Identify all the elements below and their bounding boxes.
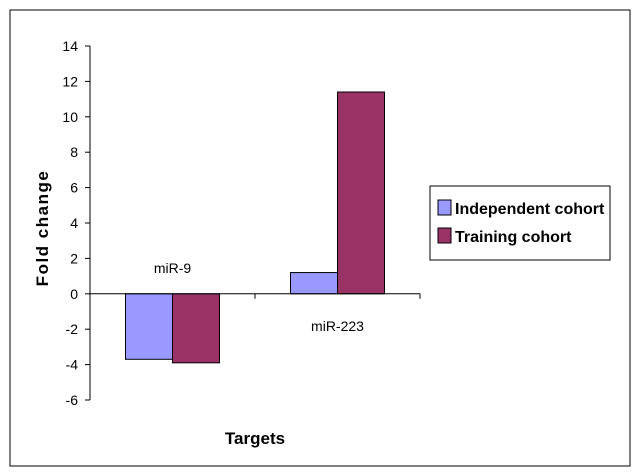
x-axis-title: Targets: [225, 429, 285, 448]
y-tick-label: 6: [70, 180, 78, 196]
y-tick-label: 2: [70, 250, 78, 266]
x-ticks-group: [89, 293, 421, 299]
y-axis-title: Fold change: [33, 170, 52, 287]
legend-swatch: [437, 227, 452, 244]
category-label: miR-223: [311, 318, 364, 334]
y-ticks-group: -6 -4 -2 0 2 4 6 8 10 12 14: [62, 38, 90, 408]
y-tick-label: 8: [70, 144, 78, 160]
y-tick-label: 10: [62, 109, 78, 125]
category-labels-group: miR-9 miR-223: [154, 260, 364, 334]
legend-swatch: [437, 199, 452, 216]
y-tick-label: 0: [70, 286, 78, 302]
y-tick-label: -2: [66, 321, 79, 337]
bar-mir-223-training: [337, 91, 385, 295]
y-tick-label: 4: [70, 215, 78, 231]
bar-mir-223-independent: [290, 272, 338, 295]
legend-label: Independent cohort: [455, 201, 605, 218]
category-label: miR-9: [154, 260, 192, 276]
y-tick-label: -6: [66, 392, 79, 408]
bar-mir-9-independent: [125, 293, 173, 360]
y-tick-label: 12: [62, 73, 78, 89]
y-tick-label: -4: [66, 357, 79, 373]
y-tick-label: 14: [62, 38, 78, 54]
legend: Independent cohort Training cohort: [429, 185, 611, 261]
bar-mir-9-training: [172, 293, 220, 364]
legend-box: [429, 185, 611, 261]
legend-label: Training cohort: [455, 229, 572, 246]
